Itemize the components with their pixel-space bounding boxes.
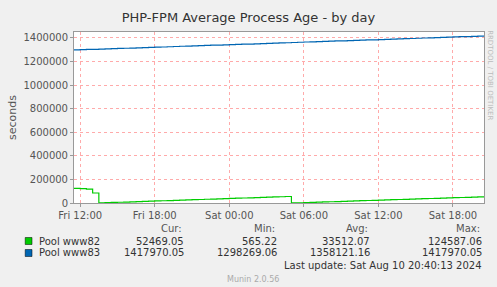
- svg-text:Fri 18:00: Fri 18:00: [133, 210, 177, 221]
- svg-text:400000: 400000: [30, 150, 68, 161]
- svg-text:Munin 2.0.56: Munin 2.0.56: [227, 275, 279, 284]
- svg-text:1200000: 1200000: [23, 56, 68, 67]
- svg-text:Pool www82: Pool www82: [39, 236, 100, 247]
- svg-text:Max:: Max:: [456, 223, 480, 234]
- svg-text:Sat 12:00: Sat 12:00: [354, 210, 402, 221]
- svg-text:seconds: seconds: [6, 95, 19, 140]
- svg-text:1000000: 1000000: [23, 80, 68, 91]
- svg-text:PHP-FPM Average Process Age -: PHP-FPM Average Process Age - by day: [122, 10, 376, 25]
- svg-text:33512.07: 33512.07: [322, 236, 370, 247]
- svg-text:565.22: 565.22: [242, 236, 277, 247]
- svg-text:Sat 18:00: Sat 18:00: [429, 210, 477, 221]
- svg-text:Pool www83: Pool www83: [39, 247, 100, 258]
- svg-text:0: 0: [62, 198, 68, 209]
- svg-text:800000: 800000: [30, 103, 68, 114]
- svg-text:Sat 06:00: Sat 06:00: [280, 210, 328, 221]
- svg-text:Fri 12:00: Fri 12:00: [58, 210, 102, 221]
- svg-text:1417970.05: 1417970.05: [124, 247, 184, 258]
- svg-text:52469.05: 52469.05: [136, 236, 184, 247]
- svg-text:1417970.05: 1417970.05: [422, 247, 482, 258]
- svg-text:124587.06: 124587.06: [428, 236, 482, 247]
- svg-text:Cur:: Cur:: [161, 223, 182, 234]
- svg-text:1358121.16: 1358121.16: [310, 247, 370, 258]
- svg-text:1400000: 1400000: [23, 32, 68, 43]
- svg-text:1298269.06: 1298269.06: [217, 247, 277, 258]
- svg-text:RRDTOOL / TOBI OETIKER: RRDTOOL / TOBI OETIKER: [486, 30, 494, 120]
- svg-text:600000: 600000: [30, 127, 68, 138]
- svg-text:Min:: Min:: [254, 223, 275, 234]
- svg-text:Last update: Sat Aug 10 20:40:: Last update: Sat Aug 10 20:40:13 2024: [284, 260, 482, 271]
- svg-text:Sat 00:00: Sat 00:00: [205, 210, 253, 221]
- svg-text:200000: 200000: [30, 174, 68, 185]
- svg-text:Avg:: Avg:: [346, 223, 368, 234]
